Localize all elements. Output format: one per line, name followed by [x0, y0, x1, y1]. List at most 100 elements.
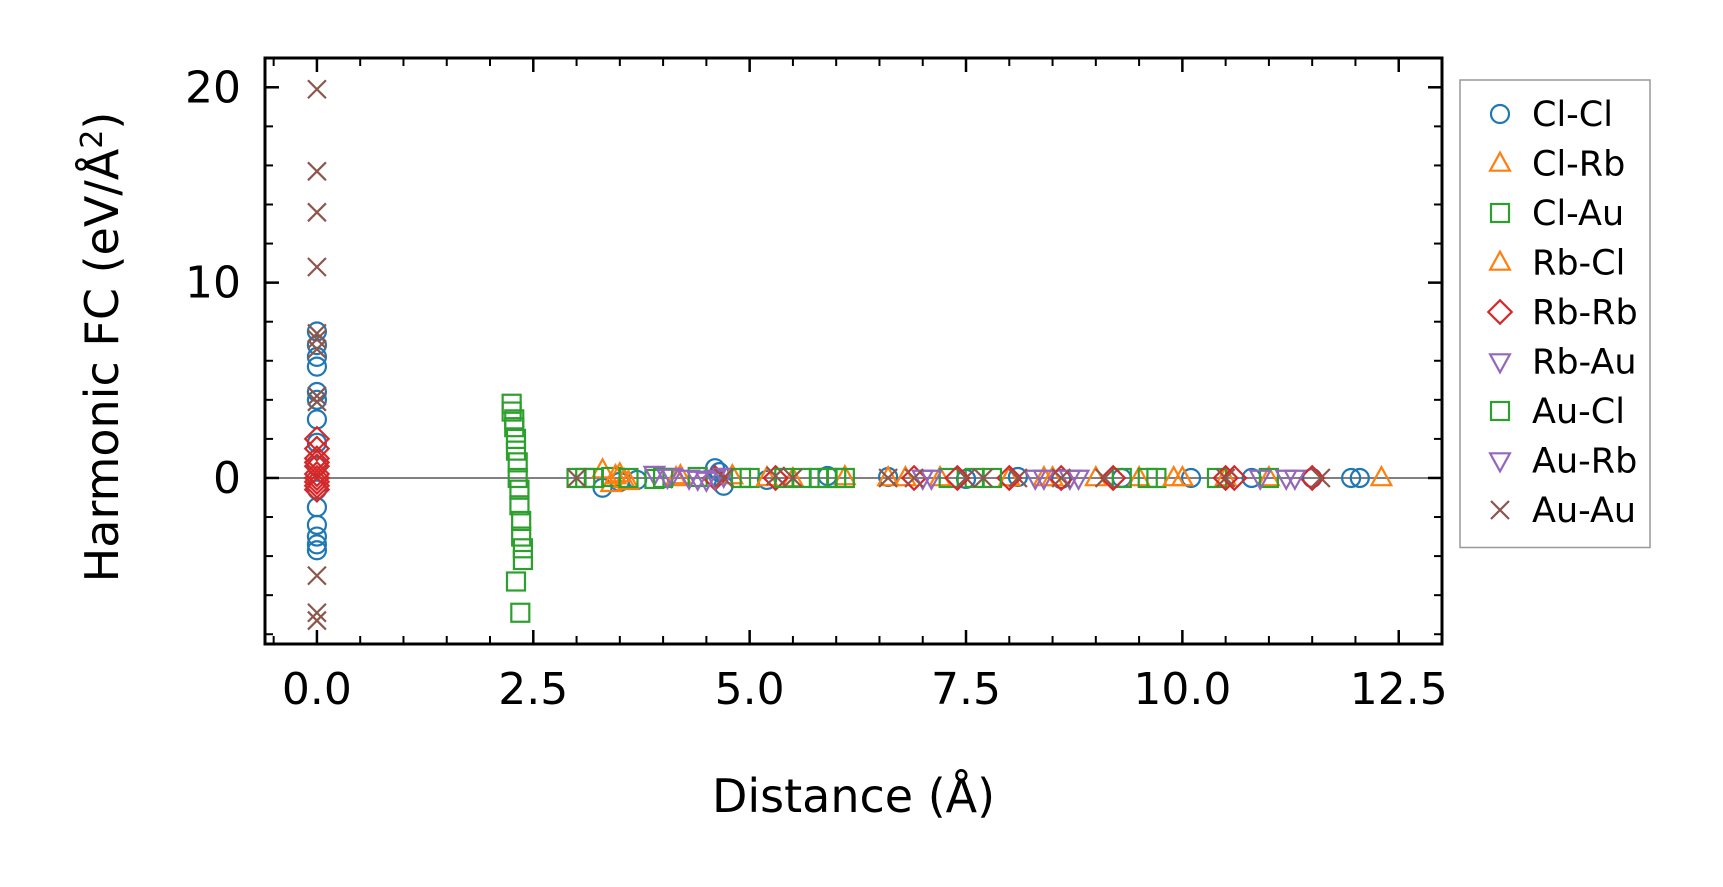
- point-rb-rb: [1212, 464, 1239, 492]
- point-au-au: [307, 339, 327, 359]
- point-au-au: [307, 202, 327, 223]
- data-markers: [303, 79, 1394, 631]
- point-cl-au: [1258, 467, 1280, 489]
- legend-label: Rb-Rb: [1532, 293, 1638, 333]
- x-tick-label: 10.0: [1133, 664, 1231, 715]
- point-rb-rb: [303, 449, 331, 476]
- legend-marker: [1488, 353, 1512, 375]
- x-tick-label: 12.5: [1350, 664, 1448, 715]
- x-tick-label: 0.0: [282, 664, 352, 715]
- point-cl-cl: [1180, 467, 1202, 489]
- y-tick-label: 20: [185, 62, 241, 113]
- point-cl-au: [1111, 467, 1132, 489]
- point-au-rb: [655, 468, 680, 491]
- y-axis-label-main: Harmonic FC (eV/Å: [75, 148, 129, 582]
- legend-marker: [1489, 103, 1511, 125]
- point-rb-au: [642, 465, 667, 488]
- y-axis-label-close: ): [75, 112, 129, 130]
- point-au-au: [307, 257, 327, 277]
- y-tick-label: 0: [213, 453, 241, 504]
- point-cl-au: [504, 417, 525, 438]
- point-au-au: [1008, 468, 1028, 488]
- legend-marker: [1489, 400, 1511, 422]
- point-au-rb: [1023, 469, 1048, 492]
- point-au-au: [1215, 468, 1236, 488]
- point-rb-rb: [1298, 464, 1326, 492]
- point-au-au: [307, 386, 327, 406]
- point-cl-au: [510, 602, 531, 623]
- point-rb-rb: [900, 464, 928, 492]
- series-au-cl: [566, 467, 1158, 489]
- point-cl-au: [511, 526, 532, 547]
- point-au-au: [307, 392, 327, 412]
- point-au-rb: [685, 470, 710, 493]
- point-au-au: [973, 468, 994, 488]
- point-au-au: [713, 468, 734, 488]
- point-cl-au: [509, 495, 530, 516]
- point-au-au: [878, 468, 898, 488]
- legend-marker: [1486, 298, 1514, 326]
- legend-label: Cl-Au: [1532, 194, 1624, 234]
- point-rb-au: [1248, 469, 1273, 492]
- point-cl-au: [507, 452, 528, 473]
- point-cl-au: [512, 549, 534, 571]
- legend-label: Au-Cl: [1532, 392, 1625, 432]
- series-cl-au: [501, 393, 1280, 623]
- point-cl-au: [511, 510, 532, 532]
- legend-marker: [1488, 150, 1512, 172]
- legend-item: Cl-Cl: [1489, 95, 1613, 135]
- point-rb-rb: [1047, 464, 1075, 492]
- point-au-au: [956, 468, 976, 488]
- point-au-au: [1311, 468, 1331, 488]
- x-axis-label: Distance (Å): [712, 769, 995, 823]
- y-tick-label: 10: [185, 258, 241, 309]
- point-rb-rb: [303, 468, 331, 496]
- point-rb-rb: [944, 464, 971, 492]
- point-cl-cl: [1341, 467, 1362, 489]
- point-au-au: [566, 468, 587, 488]
- point-au-au: [1094, 468, 1115, 488]
- point-rb-cl: [1161, 464, 1186, 487]
- legend-box: [1459, 79, 1651, 549]
- point-au-rb: [1274, 469, 1298, 492]
- point-au-cl: [730, 467, 752, 489]
- legend-item: Rb-Rb: [1486, 293, 1638, 333]
- point-au-au: [307, 79, 327, 100]
- series-rb-rb: [303, 425, 1326, 503]
- point-au-au: [765, 466, 786, 486]
- y-axis-label-superscript: 2: [75, 130, 110, 149]
- point-cl-au: [505, 428, 527, 449]
- point-rb-rb: [303, 464, 331, 492]
- point-rb-rb: [1099, 464, 1127, 492]
- point-cl-cl: [306, 335, 328, 356]
- point-cl-cl: [1349, 467, 1370, 489]
- legend-item: Au-Rb: [1488, 442, 1637, 482]
- point-cl-rb: [876, 464, 900, 487]
- point-au-au: [783, 468, 803, 488]
- point-au-au: [307, 323, 327, 344]
- point-cl-au: [509, 479, 530, 500]
- legend-marker: [1489, 202, 1511, 224]
- x-tick-label: 7.5: [931, 664, 1001, 715]
- legend-item: Cl-Au: [1489, 194, 1624, 234]
- point-au-au: [307, 329, 327, 350]
- legend-label: Cl-Cl: [1532, 95, 1613, 135]
- point-rb-rb: [762, 464, 789, 492]
- point-cl-rb: [1257, 464, 1281, 487]
- point-cl-au: [505, 571, 527, 592]
- legend-item: Au-Cl: [1489, 392, 1625, 432]
- series-au-au: [307, 79, 1331, 631]
- point-au-cl: [583, 467, 604, 489]
- legend-item: Rb-Cl: [1488, 244, 1625, 284]
- point-rb-rb: [1221, 464, 1248, 492]
- point-rb-rb: [303, 476, 331, 503]
- point-au-au: [1051, 468, 1071, 488]
- y-axis-label: Harmonic FC (eV/Å2): [75, 112, 129, 583]
- point-au-cl: [826, 467, 847, 489]
- point-cl-au: [507, 467, 528, 489]
- point-rb-rb: [303, 435, 331, 462]
- point-au-au: [307, 565, 327, 586]
- legend-item: Cl-Rb: [1488, 145, 1625, 185]
